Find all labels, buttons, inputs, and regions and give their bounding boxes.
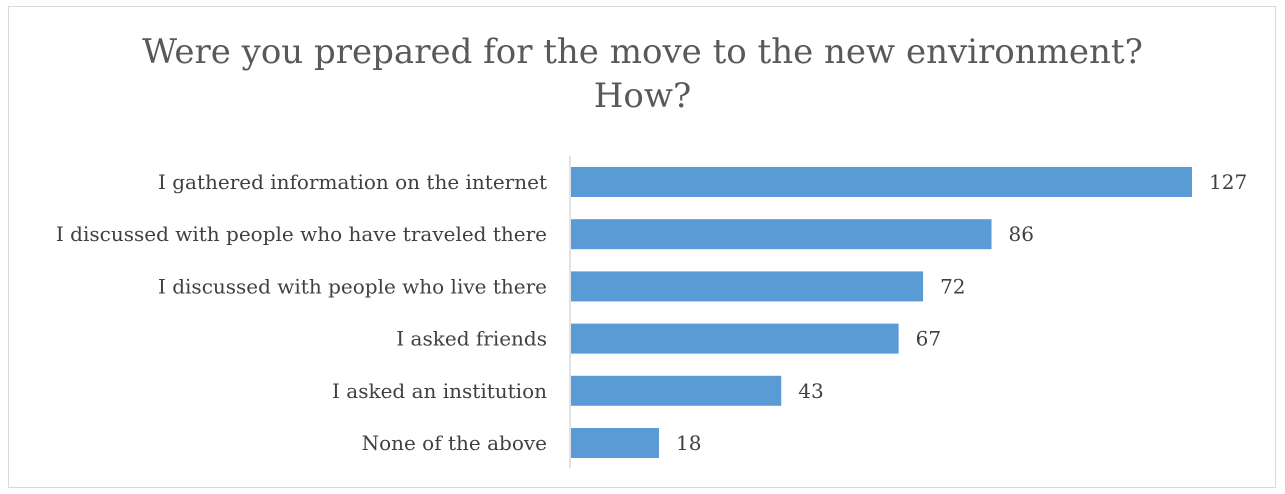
category-label-0: I gathered information on the internet <box>158 170 547 194</box>
value-label-0: 127 <box>1209 170 1247 194</box>
chart-title: Were you prepared for the move to the ne… <box>0 30 1285 118</box>
bar-3 <box>571 323 899 354</box>
category-label-3: I asked friends <box>396 327 547 351</box>
bar-2 <box>571 271 924 302</box>
category-label-5: None of the above <box>362 431 547 455</box>
chart-title-line-2: How? <box>593 76 692 116</box>
bar-4 <box>571 375 782 406</box>
value-label-3: 67 <box>916 327 941 351</box>
bar-0 <box>571 167 1192 197</box>
value-label-4: 43 <box>798 379 823 403</box>
category-label-4: I asked an institution <box>332 379 547 403</box>
value-label-2: 72 <box>940 274 965 298</box>
chart-title-line-1: Were you prepared for the move to the ne… <box>142 32 1143 72</box>
category-label-1: I discussed with people who have travele… <box>56 222 547 246</box>
bar-5 <box>571 428 660 458</box>
category-label-2: I discussed with people who live there <box>158 274 547 298</box>
bar-1 <box>571 219 992 250</box>
value-label-5: 18 <box>676 431 701 455</box>
value-label-1: 86 <box>1009 222 1034 246</box>
